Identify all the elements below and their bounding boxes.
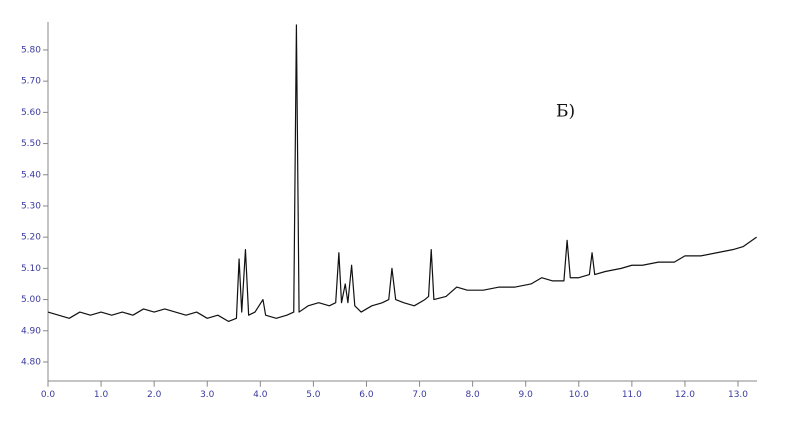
x-tick-label: 0.0 — [41, 390, 56, 400]
data-line — [47, 24, 757, 323]
y-tick-label: 4.80 — [21, 357, 41, 367]
y-tick-label: 5.00 — [21, 295, 41, 305]
annotation: Б) — [556, 102, 575, 122]
x-tick-label: 13.0 — [728, 390, 748, 400]
y-tick-label: 5.20 — [21, 233, 41, 243]
y-tick-label: 5.80 — [21, 45, 41, 55]
x-tick-label: 1.0 — [94, 390, 109, 400]
x-tick-label: 2.0 — [147, 390, 162, 400]
y-tick-label: 4.90 — [21, 326, 41, 336]
x-tick-label: 4.0 — [253, 390, 268, 400]
x-tick-label: 11.0 — [622, 390, 642, 400]
y-tick-label: 5.40 — [21, 170, 41, 180]
x-tick-label: 3.0 — [200, 390, 215, 400]
y-tick-label: 5.10 — [21, 264, 41, 274]
x-tick-label: 12.0 — [675, 390, 695, 400]
x-tick-label: 9.0 — [519, 390, 534, 400]
x-tick-label: 10.0 — [569, 390, 589, 400]
x-tick-label: 5.0 — [306, 390, 321, 400]
x-tick-label: 8.0 — [465, 390, 480, 400]
y-tick-label: 5.30 — [21, 201, 41, 211]
y-tick-label: 5.60 — [21, 108, 41, 118]
x-tick-label: 6.0 — [359, 390, 374, 400]
y-tick-label: 5.70 — [21, 77, 41, 87]
x-tick-label: 7.0 — [412, 390, 427, 400]
y-tick-label: 5.50 — [21, 139, 41, 149]
